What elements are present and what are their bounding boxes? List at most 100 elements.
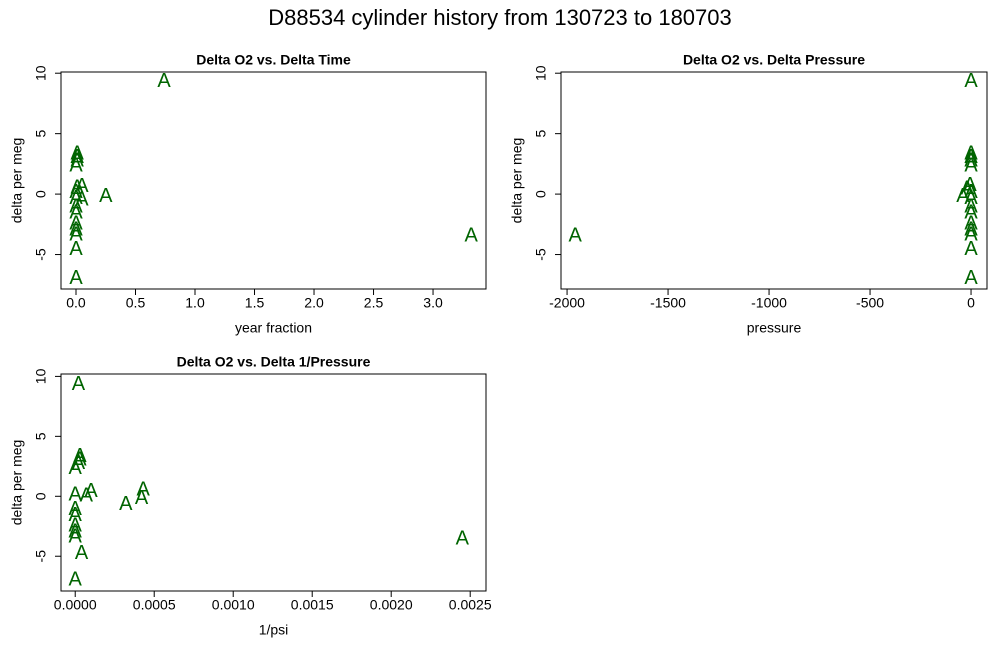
marker: A: [69, 267, 83, 289]
x-tick-label: -500: [856, 295, 884, 311]
y-tick-label: 10: [533, 65, 549, 81]
plot-frame: [60, 373, 487, 592]
marker: A: [80, 485, 94, 507]
marker: A: [73, 445, 87, 467]
figure-title: D88534 cylinder history from 130723 to 1…: [268, 5, 732, 30]
y-tick-label: 5: [33, 130, 49, 138]
x-axis-label: 1/psi: [259, 622, 289, 638]
marker: A: [84, 480, 98, 502]
marker: A: [69, 181, 83, 203]
marker: A: [69, 498, 83, 520]
marker: A: [69, 196, 83, 218]
marker: A: [71, 146, 85, 168]
marker: A: [956, 185, 970, 207]
x-tick-label: 3.0: [423, 295, 443, 311]
x-tick-label: 0.0000: [54, 597, 97, 613]
y-tick-label: 0: [33, 190, 49, 198]
y-tick-label: 0: [33, 492, 49, 500]
marker: A: [964, 219, 978, 241]
y-axis-label: delta per meg: [9, 440, 25, 526]
x-tick-label: 2.0: [304, 295, 324, 311]
x-tick-label: 0.0025: [449, 597, 492, 613]
marker: A: [964, 146, 978, 168]
marker: A: [964, 155, 978, 177]
marker: A: [964, 196, 978, 218]
marker: A: [69, 525, 83, 547]
y-tick-label: 5: [33, 432, 49, 440]
marker: A: [69, 238, 83, 260]
marker: A: [964, 187, 978, 209]
marker: A: [73, 449, 87, 471]
y-axis-label: delta per meg: [9, 138, 25, 224]
x-tick-label: 0.0: [66, 295, 86, 311]
marker: A: [157, 70, 171, 92]
marker: A: [69, 521, 83, 543]
x-tick-label: -1000: [751, 295, 787, 311]
x-axis-label: pressure: [747, 320, 802, 336]
marker: A: [964, 202, 978, 224]
marker: A: [75, 542, 89, 564]
marker: A: [75, 188, 89, 210]
marker: A: [464, 225, 478, 247]
marker: A: [964, 223, 978, 245]
y-axis-label: delta per meg: [509, 138, 525, 224]
marker: A: [69, 155, 83, 177]
marker: A: [71, 142, 85, 164]
y-tick-label: -5: [33, 550, 49, 563]
x-tick-label: 1.5: [245, 295, 265, 311]
marker: A: [69, 219, 83, 241]
marker: A: [69, 504, 83, 526]
marker: A: [119, 493, 133, 515]
plot-frame: [60, 71, 487, 290]
marker: A: [964, 142, 978, 164]
y-tick-label: 5: [533, 130, 549, 138]
marker: A: [964, 70, 978, 92]
marker: A: [964, 238, 978, 260]
x-tick-label: 1.0: [185, 295, 205, 311]
x-axis-label: year fraction: [235, 320, 312, 336]
marker: A: [69, 223, 83, 245]
x-tick-label: 0.0010: [212, 597, 255, 613]
x-tick-label: 0.0015: [291, 597, 334, 613]
x-tick-label: -2000: [549, 295, 585, 311]
plot-frame: [560, 71, 988, 290]
marker: A: [963, 174, 977, 196]
y-tick-label: 10: [33, 368, 49, 384]
marker: A: [75, 175, 89, 197]
marker: A: [72, 452, 86, 474]
marker: A: [71, 150, 85, 172]
marker: A: [69, 483, 83, 505]
y-tick-label: 10: [33, 65, 49, 81]
panel-title: Delta O2 vs. Delta 1/Pressure: [177, 354, 371, 370]
marker: A: [960, 178, 974, 200]
x-tick-label: 0: [967, 295, 975, 311]
marker: A: [69, 457, 83, 479]
marker: A: [69, 213, 83, 235]
marker: A: [964, 150, 978, 172]
x-tick-label: -1500: [650, 295, 686, 311]
panel-title: Delta O2 vs. Delta Time: [196, 52, 351, 68]
marker: A: [69, 202, 83, 224]
marker: A: [964, 267, 978, 289]
marker: A: [456, 528, 470, 550]
y-tick-label: 0: [533, 190, 549, 198]
y-tick-label: -5: [33, 248, 49, 261]
x-tick-label: 2.5: [364, 295, 384, 311]
panel-title: Delta O2 vs. Delta Pressure: [683, 52, 865, 68]
marker: A: [136, 479, 150, 501]
marker: A: [69, 515, 83, 537]
marker: A: [69, 187, 83, 209]
marker: A: [135, 487, 149, 509]
marker: A: [71, 176, 85, 198]
marker: A: [568, 225, 582, 247]
y-tick-label: -5: [533, 248, 549, 261]
marker: A: [964, 181, 978, 203]
marker: A: [99, 185, 113, 207]
x-tick-label: 0.0020: [370, 597, 413, 613]
marker: A: [69, 568, 83, 590]
x-tick-label: 0.0005: [133, 597, 176, 613]
marker: A: [964, 213, 978, 235]
x-tick-label: 0.5: [126, 295, 146, 311]
marker: A: [72, 373, 86, 395]
